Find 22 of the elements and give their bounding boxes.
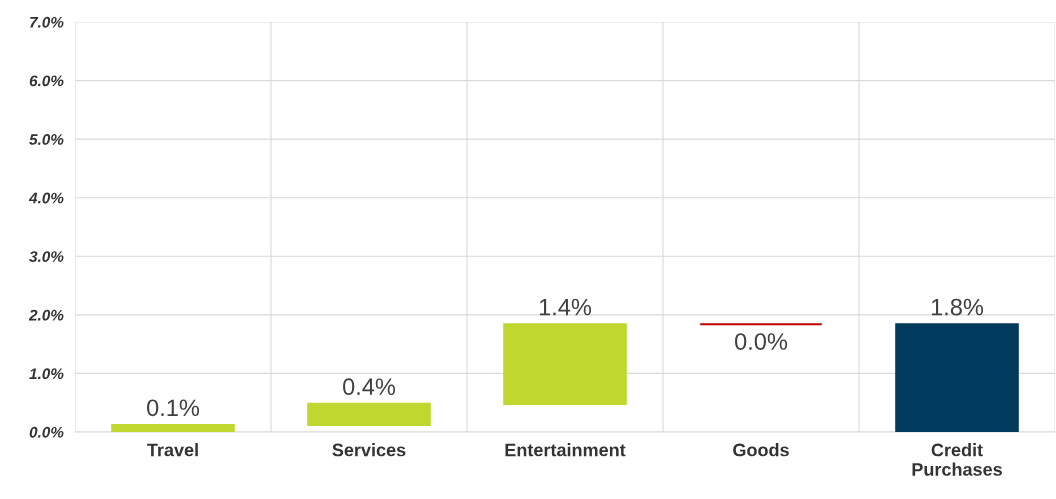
y-tick-label: 4.0% xyxy=(28,192,64,204)
data-label: 1.4% xyxy=(539,298,592,316)
y-tick-label: 5.0% xyxy=(29,134,64,145)
y-tick-label: 7.0% xyxy=(30,16,64,28)
x-tick-label: Travel xyxy=(147,443,198,457)
x-tick-label: Entertainment xyxy=(505,443,626,457)
bar xyxy=(111,423,235,432)
y-tick-label: 2.0% xyxy=(28,309,64,321)
x-tick-label: Services xyxy=(332,443,406,457)
y-tick-label: 3.0% xyxy=(29,251,64,262)
y-tick-label: 0.0% xyxy=(29,426,64,438)
x-tick-label: Credit Purchases xyxy=(912,443,1002,476)
data-label: 0.1% xyxy=(147,399,200,417)
bar xyxy=(503,323,627,405)
y-tick-label: 1.0% xyxy=(29,368,64,380)
data-label: 0.4% xyxy=(343,378,396,396)
bar xyxy=(307,402,431,427)
data-label: 0.0% xyxy=(735,333,788,350)
y-tick-label: 6.0% xyxy=(29,75,64,87)
bar xyxy=(895,323,1019,432)
x-tick-label: Goods xyxy=(733,443,789,457)
data-label: 1.8% xyxy=(931,298,984,316)
